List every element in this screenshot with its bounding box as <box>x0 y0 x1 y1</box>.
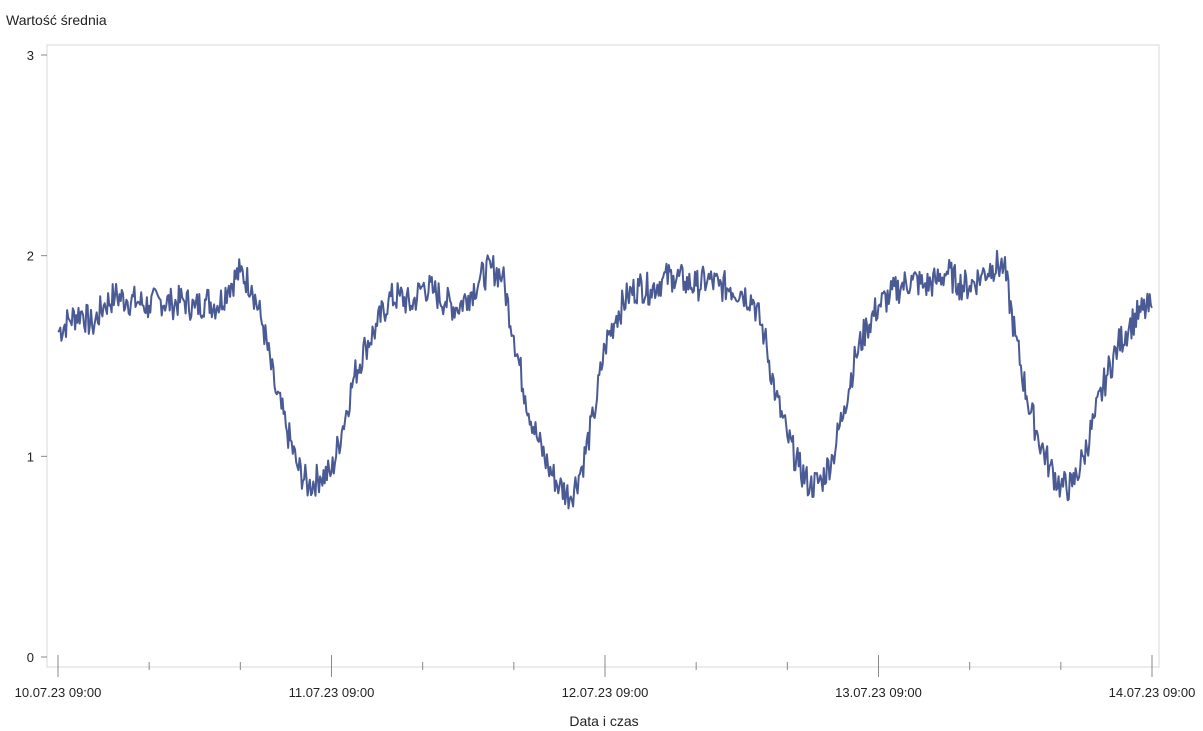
x-axis: 10.07.23 09:00 11.07.23 09:00 12.07.23 09:… <box>15 655 1196 700</box>
series-line <box>57 249 1153 510</box>
x-axis-title: Data i czas <box>569 713 638 729</box>
y-tick-label: 2 <box>27 249 34 264</box>
y-tick-label: 0 <box>27 650 34 665</box>
x-tick-label: 11.07.23 09:00 <box>289 685 375 700</box>
y-tick-label: 3 <box>27 48 34 63</box>
x-tick-label: 14.07.23 09:00 <box>1109 685 1196 700</box>
plot-area-frame <box>46 44 1160 668</box>
y-axis: 0 1 2 3 <box>27 48 47 665</box>
x-tick-label: 12.07.23 09:00 <box>562 685 649 700</box>
x-tick-label: 13.07.23 09:00 <box>835 685 922 700</box>
y-tick-label: 1 <box>27 449 34 464</box>
x-tick-label: 10.07.23 09:00 <box>15 685 102 700</box>
y-axis-title: Wartość średnia <box>6 12 107 28</box>
